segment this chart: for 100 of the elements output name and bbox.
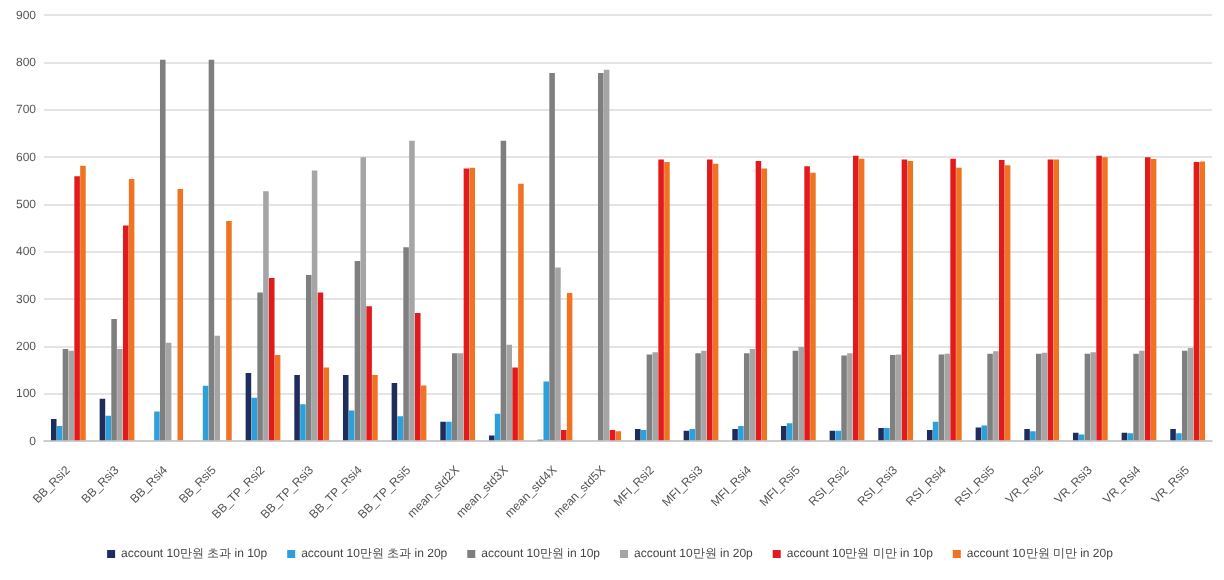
bar	[360, 157, 367, 441]
bar	[634, 428, 641, 441]
bar	[761, 168, 768, 441]
bar	[1170, 428, 1176, 441]
bar	[1047, 159, 1054, 441]
bar	[415, 312, 421, 441]
bar	[1144, 157, 1151, 441]
bar	[1053, 159, 1060, 441]
bar	[323, 367, 330, 441]
bar	[804, 166, 810, 441]
bar	[707, 159, 713, 441]
bar	[701, 350, 707, 441]
bar	[300, 404, 306, 441]
bar	[311, 170, 318, 441]
bar	[420, 385, 427, 441]
bar	[506, 344, 513, 441]
bar	[858, 158, 865, 441]
bar	[403, 247, 409, 441]
bar	[712, 163, 719, 441]
bar	[274, 355, 281, 441]
bar	[998, 160, 1005, 441]
bar	[907, 161, 914, 441]
bar	[755, 161, 762, 441]
bar	[305, 275, 312, 441]
bar	[780, 426, 787, 441]
bar	[463, 168, 470, 441]
bar	[80, 165, 86, 441]
bar	[561, 429, 567, 441]
bar	[111, 319, 117, 441]
bar	[786, 423, 793, 441]
bar	[981, 425, 988, 441]
bar	[555, 267, 561, 441]
bar	[366, 306, 372, 441]
bar	[743, 353, 750, 441]
bar	[884, 427, 890, 441]
bar	[889, 355, 896, 441]
bar	[440, 421, 446, 441]
bar	[342, 374, 349, 441]
bar	[518, 183, 524, 441]
bar	[987, 353, 993, 441]
bar	[500, 140, 507, 441]
bar	[123, 225, 129, 441]
bar	[1139, 350, 1145, 441]
bar	[1199, 161, 1206, 441]
bar	[372, 374, 378, 441]
bar	[488, 435, 495, 441]
bar	[68, 350, 75, 441]
bar	[177, 188, 184, 441]
bar	[1193, 161, 1200, 441]
bar	[926, 429, 933, 441]
bar	[792, 350, 799, 441]
bar	[128, 178, 135, 441]
bar	[1041, 352, 1048, 441]
bar	[901, 159, 908, 441]
bar	[105, 415, 112, 441]
bar	[117, 348, 123, 441]
bar	[1090, 352, 1097, 441]
bar	[689, 428, 696, 441]
bar	[165, 342, 172, 441]
bar	[1102, 157, 1108, 441]
bar	[257, 292, 263, 441]
bar	[566, 293, 573, 441]
bar	[446, 421, 452, 441]
bar	[451, 353, 458, 441]
bar	[1072, 432, 1079, 441]
bar	[56, 426, 63, 441]
bar	[214, 335, 221, 441]
bar	[1150, 159, 1157, 441]
bar	[74, 176, 80, 441]
bar	[391, 383, 398, 441]
bar	[749, 348, 756, 441]
bar	[652, 352, 659, 441]
bar	[950, 158, 956, 441]
bar	[294, 374, 300, 441]
bar	[1030, 431, 1036, 441]
bar	[732, 428, 738, 441]
bar	[1133, 353, 1139, 441]
bar	[50, 418, 57, 441]
bar	[847, 353, 853, 441]
bar	[1096, 155, 1102, 441]
bar	[597, 72, 604, 441]
bar	[1127, 433, 1134, 441]
bar	[664, 161, 670, 441]
bar	[944, 353, 951, 441]
bar	[835, 430, 842, 441]
bar	[1004, 165, 1011, 441]
bar	[1187, 347, 1194, 441]
bar	[245, 373, 252, 441]
bar	[317, 292, 324, 441]
bar	[154, 411, 160, 441]
bar	[810, 172, 816, 441]
bar	[457, 353, 464, 441]
bar	[512, 367, 518, 441]
bar	[62, 348, 69, 441]
bar	[798, 347, 805, 441]
bar	[841, 355, 847, 441]
bar	[409, 140, 415, 441]
bar	[1024, 428, 1030, 441]
bar	[615, 431, 622, 441]
bar	[1084, 353, 1091, 441]
